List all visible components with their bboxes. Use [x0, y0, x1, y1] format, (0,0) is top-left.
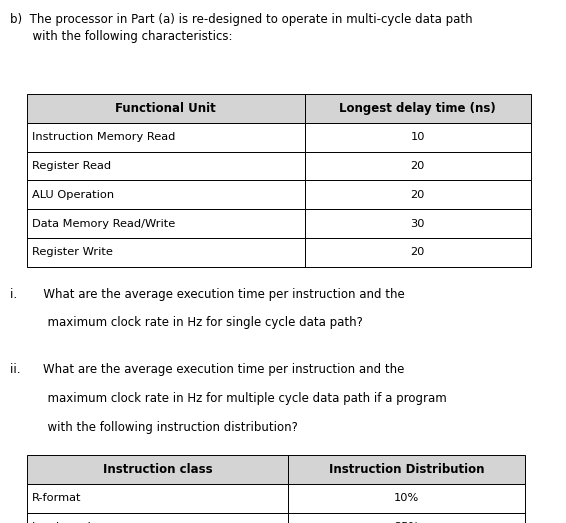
Bar [305, 152, 531, 180]
Text: ALU Operation: ALU Operation [32, 190, 114, 200]
Text: Instruction Memory Read: Instruction Memory Read [32, 132, 175, 142]
Text: Functional Unit: Functional Unit [115, 102, 216, 115]
Text: maximum clock rate in Hz for multiple cycle data path if a program: maximum clock rate in Hz for multiple cy… [10, 392, 447, 405]
Text: Register Read: Register Read [32, 161, 111, 171]
Text: Data Memory Read/Write: Data Memory Read/Write [32, 219, 175, 229]
Text: 10: 10 [410, 132, 425, 142]
Text: Instruction class: Instruction class [102, 463, 212, 476]
Bar [305, 94, 531, 123]
Bar [27, 238, 305, 267]
Text: b)  The processor in Part (a) is re-designed to operate in multi-cycle data path: b) The processor in Part (a) is re-desig… [10, 13, 473, 26]
Bar [27, 180, 305, 209]
Text: Load word: Load word [32, 522, 91, 523]
Bar [288, 513, 525, 523]
Bar [27, 209, 305, 238]
Text: 20: 20 [410, 190, 425, 200]
Text: with the following instruction distribution?: with the following instruction distribut… [10, 421, 298, 434]
Bar [305, 209, 531, 238]
Text: maximum clock rate in Hz for single cycle data path?: maximum clock rate in Hz for single cycl… [10, 316, 363, 329]
Text: 20: 20 [410, 247, 425, 257]
Text: 25%: 25% [394, 522, 419, 523]
Text: i.       What are the average execution time per instruction and the: i. What are the average execution time p… [10, 288, 405, 301]
Text: with the following characteristics:: with the following characteristics: [10, 30, 233, 43]
Text: Register Write: Register Write [32, 247, 113, 257]
Bar [27, 94, 305, 123]
Bar [27, 152, 305, 180]
Bar [305, 238, 531, 267]
Bar [27, 123, 305, 152]
Text: Instruction Distribution: Instruction Distribution [329, 463, 484, 476]
Bar [305, 180, 531, 209]
Bar [27, 455, 288, 484]
Bar [27, 484, 288, 513]
Text: ii.      What are the average execution time per instruction and the: ii. What are the average execution time … [10, 363, 405, 377]
Bar [288, 484, 525, 513]
Bar [305, 123, 531, 152]
Text: R-format: R-format [32, 493, 81, 503]
Bar [27, 513, 288, 523]
Text: Longest delay time (ns): Longest delay time (ns) [340, 102, 496, 115]
Text: 10%: 10% [394, 493, 419, 503]
Bar [288, 455, 525, 484]
Text: 20: 20 [410, 161, 425, 171]
Text: 30: 30 [410, 219, 425, 229]
